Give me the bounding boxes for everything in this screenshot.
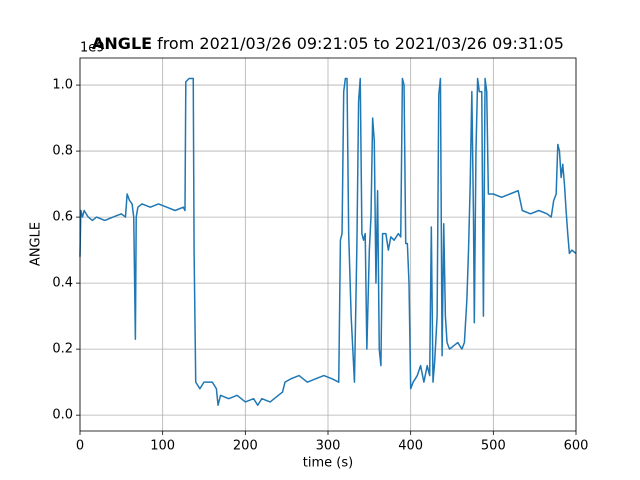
- y-tick-label: 0.0: [52, 408, 73, 423]
- data-line: [79, 77, 577, 406]
- y-axis-label: ANGLE: [29, 222, 44, 266]
- x-axis-label: time (s): [303, 456, 353, 471]
- x-tick-label: 100: [150, 439, 175, 454]
- x-tick-label: 400: [398, 439, 423, 454]
- plot-frame: [79, 57, 577, 432]
- y-tick-label: 0.6: [52, 210, 73, 225]
- y-tick-label: 0.4: [52, 276, 73, 291]
- chart-title: ANGLE from 2021/03/26 09:21:05 to 2021/03…: [92, 34, 564, 53]
- x-tick-label: 300: [316, 439, 341, 454]
- x-tick-label: 500: [481, 439, 506, 454]
- y-tick-label: 0.8: [52, 144, 73, 159]
- x-tick-label: 600: [564, 439, 589, 454]
- title-bold: ANGLE: [92, 34, 152, 53]
- x-tick-label: 0: [76, 439, 84, 454]
- y-offset-label: 1e9: [80, 41, 105, 56]
- x-tick-label: 200: [233, 439, 258, 454]
- title-suffix: from 2021/03/26 09:21:05 to 2021/03/26 0…: [157, 34, 564, 53]
- y-tick-label: 1.0: [52, 78, 73, 93]
- y-tick-label: 0.2: [52, 342, 73, 357]
